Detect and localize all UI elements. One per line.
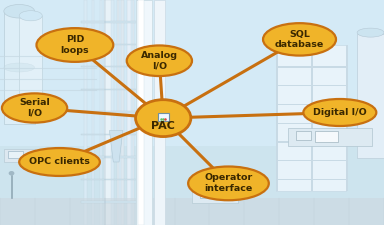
Bar [131, 0, 133, 225]
Ellipse shape [19, 11, 42, 21]
Bar [81, 156, 150, 157]
Bar [138, 0, 144, 225]
Bar [111, 0, 114, 225]
Bar [0, 146, 384, 225]
Bar [276, 160, 346, 161]
Bar [81, 201, 150, 202]
Bar [357, 34, 384, 158]
Bar [158, 113, 169, 121]
Bar [276, 85, 346, 86]
Bar [0, 198, 384, 225]
Bar [81, 66, 150, 67]
Bar [4, 148, 35, 162]
Bar [276, 141, 346, 142]
Ellipse shape [357, 28, 384, 37]
Ellipse shape [2, 93, 67, 123]
Bar [84, 0, 87, 225]
Bar [127, 0, 134, 225]
Ellipse shape [36, 28, 113, 62]
Ellipse shape [136, 100, 191, 137]
Bar [288, 128, 372, 146]
Ellipse shape [263, 23, 336, 56]
Text: OPC clients: OPC clients [29, 158, 90, 166]
Bar [276, 45, 278, 191]
Bar [104, 0, 106, 225]
Ellipse shape [188, 166, 269, 200]
Text: SQL
database: SQL database [275, 29, 324, 49]
Bar [200, 187, 223, 198]
Bar [100, 0, 102, 225]
Bar [136, 0, 152, 225]
Bar [92, 0, 94, 225]
Text: PID
loops: PID loops [61, 35, 89, 55]
Bar [311, 45, 313, 191]
Text: PAC: PAC [151, 121, 175, 131]
Bar [276, 104, 346, 105]
Bar [81, 21, 150, 22]
Polygon shape [109, 130, 123, 162]
Bar [81, 111, 150, 112]
Bar [276, 45, 346, 191]
Bar [276, 66, 346, 68]
Bar [81, 134, 150, 135]
Bar [19, 16, 42, 101]
Bar [346, 45, 348, 191]
Bar [276, 123, 346, 124]
Bar [119, 0, 121, 225]
Ellipse shape [4, 63, 35, 72]
Bar [104, 0, 113, 225]
Bar [192, 184, 238, 202]
Ellipse shape [19, 148, 100, 176]
Bar [8, 151, 23, 157]
Bar [81, 89, 150, 90]
Bar [136, 0, 138, 225]
Bar [81, 44, 150, 45]
Bar [296, 130, 311, 140]
Bar [81, 179, 150, 180]
Bar [4, 11, 35, 124]
Ellipse shape [4, 4, 35, 18]
Bar [146, 0, 148, 225]
Ellipse shape [8, 171, 14, 176]
Bar [138, 0, 141, 225]
Ellipse shape [303, 99, 376, 126]
Text: Operator
interface: Operator interface [204, 173, 253, 193]
Bar [154, 0, 165, 225]
Ellipse shape [127, 45, 192, 76]
Text: Serial
I/O: Serial I/O [19, 98, 50, 118]
Text: Analog
I/O: Analog I/O [141, 51, 178, 71]
Bar [315, 130, 338, 142]
Bar [276, 179, 346, 180]
Text: Digital I/O: Digital I/O [313, 108, 367, 117]
Bar [117, 0, 124, 225]
